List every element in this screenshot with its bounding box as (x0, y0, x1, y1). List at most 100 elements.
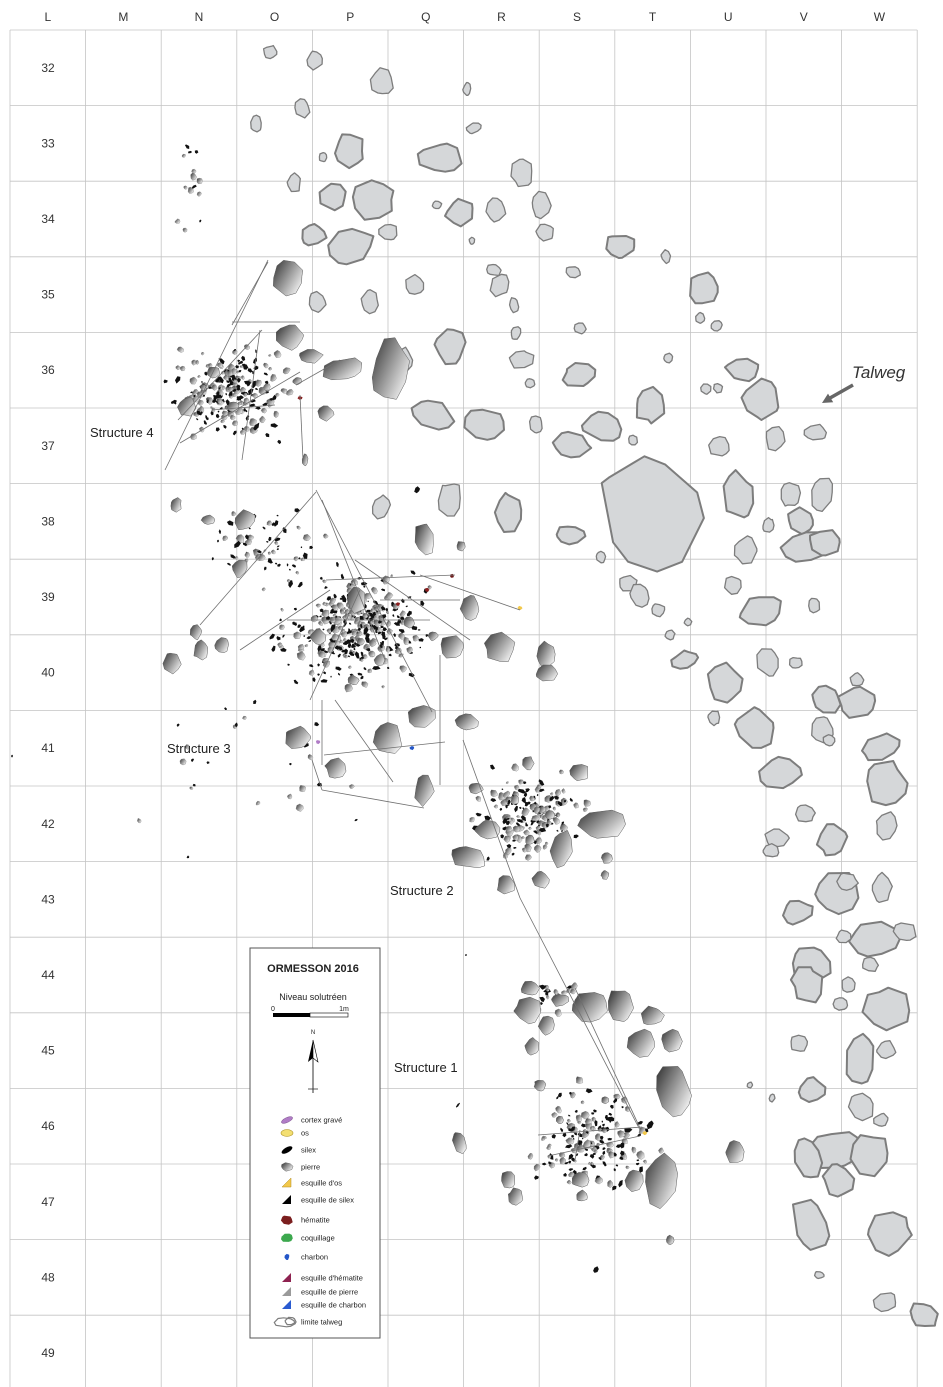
flint-fragment (367, 648, 371, 652)
flint-fragment (226, 380, 230, 383)
stone-fragment (523, 829, 530, 836)
flint-fragment (400, 598, 405, 603)
flint-fragment (365, 633, 370, 639)
stone-fragment (197, 375, 201, 378)
flint-fragment (289, 763, 292, 766)
flint-fragment (517, 788, 526, 794)
stone-fragment (514, 784, 520, 791)
stone-fragment (296, 525, 301, 530)
flint-fragment (589, 1154, 595, 1159)
stone (371, 337, 410, 400)
flint-fragment (247, 368, 253, 373)
refit-line (231, 261, 269, 326)
flint-fragment (205, 415, 208, 419)
stone-fragment (308, 669, 315, 676)
flint-fragment (309, 545, 314, 549)
flint-fragment (388, 653, 392, 657)
flint-fragment (522, 807, 525, 810)
stone-fragment (505, 847, 512, 855)
stone-fragment (351, 630, 357, 636)
flint-fragment (223, 400, 225, 403)
refit-line (334, 699, 394, 783)
flint-fragment (192, 783, 196, 787)
stone-chip-icon (282, 1287, 291, 1296)
talweg-stone (847, 1092, 874, 1122)
talweg-stone (689, 271, 719, 305)
flint-fragment (561, 830, 563, 832)
stone-fragment (571, 982, 578, 991)
stone (372, 722, 403, 754)
stone-fragment (329, 597, 336, 604)
flint-fragment (237, 377, 241, 383)
talweg-stone (485, 197, 507, 223)
stone-fragment (493, 804, 498, 809)
talweg-stone (722, 469, 755, 519)
talweg-stone (524, 378, 536, 389)
stone-fragment (189, 786, 194, 790)
talweg-stone (670, 649, 700, 670)
stone-fragment (343, 607, 347, 610)
flint-fragment (475, 812, 482, 817)
stone-fragment (553, 989, 559, 995)
flint-fragment (524, 802, 530, 805)
stone-fragment (277, 642, 283, 648)
flint-fragment (571, 1134, 575, 1138)
stone-fragment (395, 647, 402, 655)
stone-fragment (565, 1137, 575, 1145)
flint-fragment (324, 586, 328, 589)
flint-fragment (380, 606, 386, 611)
stone-fragment (266, 520, 272, 526)
refit-line (177, 329, 263, 421)
stone-fragment (293, 556, 299, 562)
scale-end: 1m (339, 1006, 349, 1013)
stone-fragment (180, 365, 186, 372)
stone-fragment (658, 1147, 664, 1154)
stone (661, 1028, 683, 1053)
stone-fragment (521, 807, 530, 816)
legend-item-label: hématite (301, 1216, 330, 1225)
row-label: 46 (41, 1119, 55, 1133)
row-label: 35 (41, 288, 55, 302)
stone-fragment (580, 1111, 590, 1120)
talweg-stone (782, 899, 814, 926)
flint-fragment (399, 629, 405, 634)
talweg-stone (871, 871, 893, 904)
stone-fragment (234, 555, 239, 560)
refit-line (574, 987, 641, 1129)
talweg-stone (431, 200, 443, 210)
stone (484, 631, 516, 663)
flint-fragment (225, 399, 230, 406)
stone (511, 794, 519, 805)
stone-fragment (590, 1126, 594, 1131)
stone (459, 595, 480, 621)
flint-fragment (523, 781, 527, 785)
stone (666, 1234, 675, 1245)
stone-fragment (583, 799, 591, 807)
stone-fragment (244, 344, 250, 350)
flint-fragment (218, 529, 221, 534)
talweg-stone (794, 804, 816, 823)
column-label: M (118, 10, 128, 24)
stone-fragment (385, 646, 391, 653)
flint-fragment (330, 624, 336, 633)
stone-fragment (344, 608, 350, 615)
refit-line (309, 589, 361, 701)
flint-fragment (354, 641, 357, 646)
stone (601, 1096, 609, 1105)
flint-fragment (539, 996, 545, 1003)
flint-fragment (384, 637, 388, 641)
flint-fragment (563, 799, 567, 803)
flint-fragment (615, 1144, 622, 1148)
stone-fragment (302, 534, 311, 541)
stone-fragment (505, 826, 513, 833)
talweg-stone (849, 672, 865, 687)
stone (292, 377, 302, 386)
flint-fragment (339, 597, 343, 600)
legend-item-label: cortex gravé (301, 1116, 342, 1125)
stone-fragment (561, 990, 567, 995)
row-label: 43 (41, 892, 55, 906)
flint-fragment (314, 722, 320, 727)
flint-fragment (486, 856, 490, 861)
structure-4-label: Structure 4 (90, 425, 154, 440)
flint-fragment (502, 826, 507, 831)
